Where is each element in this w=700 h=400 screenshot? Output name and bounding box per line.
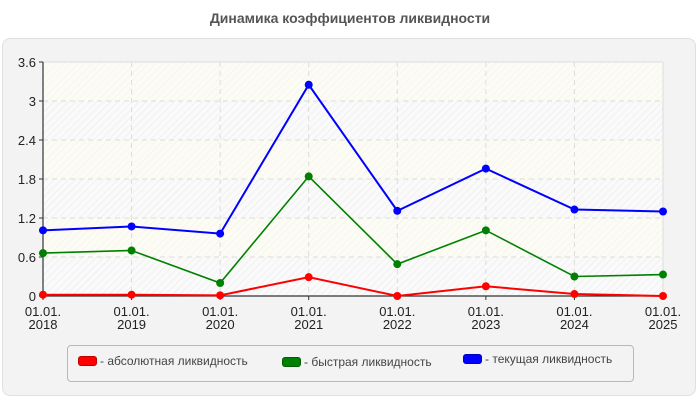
legend-item-absolute: - абсолютная ликвидность bbox=[78, 354, 248, 368]
x-tick-label: 2019 bbox=[117, 317, 146, 332]
series-line bbox=[39, 80, 667, 238]
y-tick-label: 0 bbox=[29, 289, 36, 304]
data-point bbox=[481, 226, 490, 235]
data-point bbox=[570, 205, 579, 214]
y-tick-label: 3 bbox=[29, 94, 36, 109]
x-tick-label: 2021 bbox=[294, 317, 323, 332]
x-tick-label: 01.01. bbox=[556, 304, 592, 319]
data-point bbox=[659, 270, 667, 279]
data-point bbox=[481, 282, 490, 291]
plot-background bbox=[43, 62, 663, 296]
data-point bbox=[304, 273, 313, 282]
legend-swatch-blue bbox=[463, 354, 482, 364]
data-point bbox=[393, 292, 402, 300]
data-point bbox=[39, 226, 47, 235]
data-point bbox=[216, 291, 225, 300]
legend-item-current: - текущая ликвидность bbox=[463, 352, 612, 366]
legend: - абсолютная ликвидность - быстрая ликви… bbox=[67, 345, 634, 382]
data-point bbox=[659, 292, 667, 300]
data-point bbox=[393, 206, 402, 215]
data-series bbox=[39, 80, 667, 300]
x-tick-label: 2023 bbox=[471, 317, 500, 332]
data-point bbox=[127, 222, 136, 231]
data-point bbox=[659, 207, 667, 216]
data-point bbox=[304, 80, 313, 89]
x-tick-label: 01.01. bbox=[25, 304, 61, 319]
data-point bbox=[570, 272, 579, 281]
x-tick-label: 01.01. bbox=[379, 304, 415, 319]
legend-label: - текущая ликвидность bbox=[485, 352, 613, 366]
data-point bbox=[39, 249, 47, 258]
x-tick-label: 01.01. bbox=[468, 304, 504, 319]
x-tick-label: 2024 bbox=[560, 317, 589, 332]
y-tick-label: 3.6 bbox=[18, 55, 36, 70]
x-tick-label: 2018 bbox=[29, 317, 58, 332]
data-point bbox=[127, 290, 136, 299]
data-point bbox=[481, 164, 490, 173]
legend-swatch-green bbox=[282, 357, 301, 367]
data-point bbox=[216, 279, 225, 287]
data-point bbox=[127, 246, 136, 255]
legend-swatch-red bbox=[78, 356, 97, 366]
legend-item-quick: - быстрая ликвидность bbox=[282, 355, 432, 369]
x-tick-label: 2020 bbox=[206, 317, 235, 332]
legend-label: - быстрая ликвидность bbox=[304, 355, 432, 369]
data-point bbox=[570, 290, 579, 299]
tick-labels: 00.61.21.82.433.601.01.201801.01.201901.… bbox=[18, 55, 681, 332]
data-point bbox=[39, 290, 47, 299]
legend-label: - абсолютная ликвидность bbox=[100, 354, 248, 368]
x-tick-label: 2025 bbox=[649, 317, 678, 332]
y-tick-label: 2.4 bbox=[18, 133, 36, 148]
data-point bbox=[393, 260, 402, 269]
y-tick-label: 1.8 bbox=[18, 172, 36, 187]
x-tick-label: 01.01. bbox=[645, 304, 681, 319]
series-line bbox=[39, 273, 667, 300]
series-line bbox=[39, 172, 667, 287]
x-tick-label: 01.01. bbox=[202, 304, 238, 319]
y-tick-label: 0.6 bbox=[18, 250, 36, 265]
data-point bbox=[304, 172, 313, 181]
chart-title: Динамика коэффициентов ликвидности bbox=[209, 10, 491, 26]
x-tick-label: 01.01. bbox=[291, 304, 327, 319]
x-tick-label: 01.01. bbox=[113, 304, 149, 319]
x-tick-label: 2022 bbox=[383, 317, 412, 332]
data-point bbox=[216, 229, 225, 238]
y-tick-label: 1.2 bbox=[18, 211, 36, 226]
